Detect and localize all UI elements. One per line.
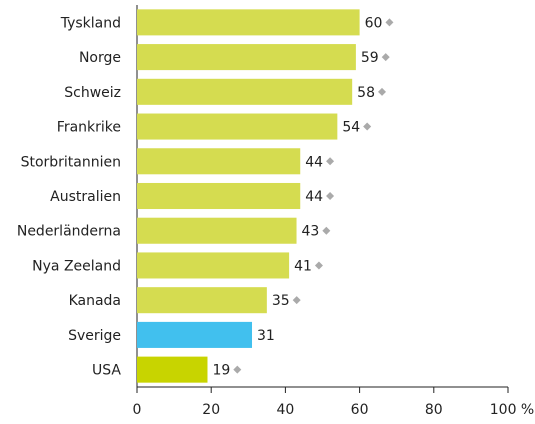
value-label: 44 <box>305 189 323 205</box>
marker <box>381 53 390 62</box>
value-label: 54 <box>342 120 360 136</box>
marker <box>378 87 387 96</box>
value-label: 60 <box>365 15 383 31</box>
bar <box>137 217 297 244</box>
y-tick-label: USA <box>92 363 121 379</box>
marker <box>326 192 335 200</box>
value-label: 43 <box>302 224 320 240</box>
y-tick-label: Storbritannien <box>21 154 121 170</box>
x-tick-label: 80 <box>425 402 443 418</box>
marker <box>385 18 394 27</box>
value-label: 31 <box>257 328 275 344</box>
bar <box>137 44 356 71</box>
y-tick-label: Schweiz <box>64 85 121 101</box>
y-tick-label: Nya Zeeland <box>32 258 121 274</box>
value-label: 19 <box>212 363 230 379</box>
marker <box>314 261 323 270</box>
marker <box>326 157 335 166</box>
value-label: 59 <box>361 50 379 66</box>
bar <box>137 78 353 105</box>
marker <box>363 122 372 131</box>
y-tick-label: Tyskland <box>60 15 121 31</box>
bar <box>137 321 253 348</box>
marker <box>292 296 301 305</box>
bar <box>137 148 301 175</box>
bar <box>137 356 208 383</box>
y-tick-label: Nederländerna <box>17 224 121 240</box>
bar <box>137 182 301 210</box>
x-tick-label: 100 % <box>490 402 534 418</box>
value-label: 35 <box>272 293 290 309</box>
y-tick-label: Frankrike <box>57 120 121 136</box>
value-label: 44 <box>305 154 323 170</box>
x-tick-label: 0 <box>133 402 142 418</box>
x-tick-label: 40 <box>276 402 294 418</box>
y-tick-label: Sverige <box>68 328 121 344</box>
bar <box>137 113 338 140</box>
y-tick-label: Kanada <box>69 293 121 309</box>
y-tick-label: Australien <box>50 189 121 205</box>
x-tick-label: 20 <box>202 402 220 418</box>
value-label: 58 <box>357 85 375 101</box>
marker <box>322 226 331 235</box>
value-label: 41 <box>294 258 312 274</box>
marker <box>233 365 242 374</box>
bar <box>137 287 267 314</box>
x-tick-label: 60 <box>351 402 369 418</box>
bar <box>137 252 290 279</box>
bar <box>137 9 360 36</box>
y-tick-label: Norge <box>79 50 121 66</box>
